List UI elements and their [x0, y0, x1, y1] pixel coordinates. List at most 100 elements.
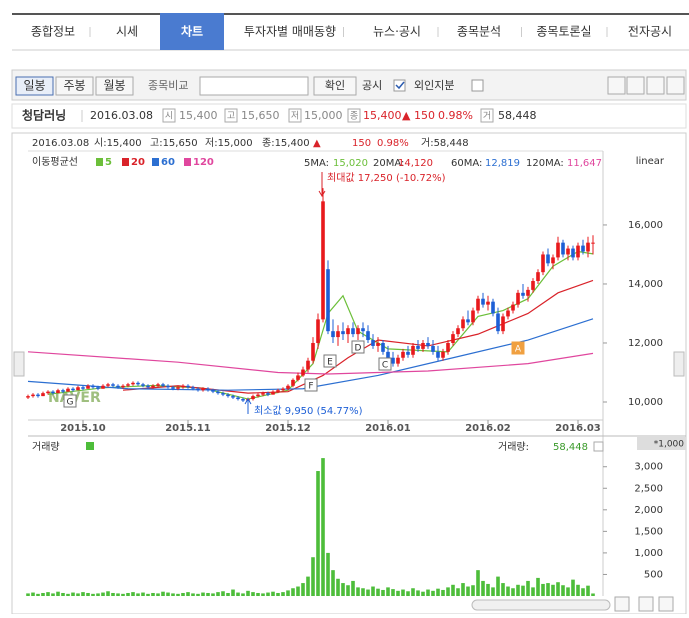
- event-marker-label: G: [67, 398, 74, 408]
- volume-bar: [136, 593, 140, 596]
- tab[interactable]: 투자자별 매매동향: [244, 25, 336, 39]
- ma-line: [27, 351, 594, 375]
- volume-bar: [341, 583, 345, 596]
- candle-body: [416, 345, 420, 349]
- candle-body: [46, 391, 50, 394]
- volume-bar: [36, 593, 40, 596]
- candle-body: [226, 394, 230, 397]
- volume-bar: [271, 591, 275, 596]
- event-marker[interactable]: [304, 378, 318, 392]
- candle-body: [281, 388, 285, 391]
- volume-bar: [311, 557, 315, 596]
- volume-bar: [186, 592, 190, 596]
- confirm-label: 확인: [325, 79, 345, 92]
- tab[interactable]: 뉴스·공시: [373, 25, 421, 39]
- candle-body: [516, 292, 520, 305]
- confirm-button[interactable]: [313, 76, 357, 96]
- volume-bar: [356, 587, 360, 596]
- candle-body: [396, 357, 400, 364]
- candle-body: [61, 390, 65, 392]
- candle-body: [26, 396, 30, 398]
- tab[interactable]: 시세: [116, 25, 138, 39]
- volume-bar: [81, 592, 85, 596]
- candle-body: [366, 331, 370, 341]
- volume-bar: [66, 593, 70, 596]
- event-marker[interactable]: [323, 354, 337, 368]
- candle-body: [311, 342, 315, 361]
- tab[interactable]: 종합정보: [31, 25, 75, 39]
- volume-label: 거래량:: [498, 441, 529, 453]
- candle-body: [411, 345, 415, 355]
- volume-bar: [401, 589, 405, 596]
- event-marker[interactable]: [511, 341, 525, 355]
- arrow: [318, 172, 326, 197]
- candle-body: [481, 298, 485, 305]
- volume-bar: [206, 592, 210, 596]
- volume-bar: [426, 589, 430, 596]
- volume-bar: [156, 593, 160, 596]
- zoom-buttons[interactable]: [614, 596, 674, 612]
- volume-bar: [386, 587, 390, 596]
- volume-bar: [241, 593, 245, 596]
- tab[interactable]: 전자공시: [628, 25, 672, 39]
- event-marker-label: D: [355, 344, 362, 354]
- info-text: 시:15,400: [94, 137, 142, 149]
- tool-icons[interactable]: [607, 76, 685, 95]
- volume-bar: [166, 592, 170, 596]
- candle-body: [376, 342, 380, 346]
- candle-body: [271, 391, 275, 395]
- candle-body: [496, 313, 500, 332]
- checkbox[interactable]: [393, 79, 406, 92]
- volume-bar: [296, 586, 300, 596]
- candle-body: [466, 319, 470, 323]
- icon: 종: [350, 111, 358, 122]
- y-tick-label: 16,000: [628, 220, 663, 231]
- checkbox[interactable]: [471, 79, 484, 92]
- stock-name: 청담러닝: [22, 108, 66, 123]
- volume-bar: [536, 577, 540, 596]
- collapse-left[interactable]: [13, 351, 25, 377]
- tab[interactable]: 차트: [181, 24, 203, 39]
- candle-body: [456, 328, 460, 335]
- candle-body: [76, 387, 80, 391]
- annotation-max: 최대값 17,250 (-10.72%): [327, 172, 446, 184]
- info-text: 거:58,448: [421, 137, 469, 149]
- period-button[interactable]: [95, 76, 134, 96]
- period-button[interactable]: [15, 76, 54, 96]
- info-text: 2016.03.08: [32, 138, 89, 149]
- y-tick-label: 2,500: [634, 483, 663, 494]
- volume-bar: [346, 585, 350, 596]
- scrollbar[interactable]: [471, 599, 611, 611]
- ma-value: 15,020: [333, 158, 368, 169]
- event-marker[interactable]: [351, 340, 365, 354]
- close-box[interactable]: [593, 441, 604, 452]
- event-marker[interactable]: [378, 357, 392, 371]
- volume-bar: [191, 593, 195, 596]
- legend-swatch: [86, 442, 94, 450]
- candle-body: [296, 375, 300, 380]
- candle-body: [576, 245, 580, 258]
- candle-body: [341, 331, 345, 335]
- volume-bar: [91, 593, 95, 596]
- candle-body: [586, 242, 590, 252]
- volume-bar: [451, 584, 455, 596]
- tab[interactable]: 종목분석: [457, 25, 501, 39]
- compare-input[interactable]: [199, 76, 309, 96]
- legend-swatch: [96, 158, 103, 166]
- volume-bar: [41, 592, 45, 596]
- event-marker[interactable]: [63, 394, 77, 408]
- candle-body: [231, 396, 235, 398]
- unit-label: *1,000: [654, 440, 685, 450]
- collapse-right[interactable]: [673, 351, 685, 377]
- active-tab[interactable]: [160, 13, 224, 50]
- period-button[interactable]: [55, 76, 94, 96]
- tab[interactable]: 종목토론실: [536, 25, 591, 39]
- volume-value: 58,448: [553, 442, 588, 453]
- volume-bar: [506, 586, 510, 596]
- x-tick-label: 2016.02: [465, 423, 511, 434]
- y-tick-label: 500: [644, 569, 663, 580]
- price-value: 15,000: [304, 109, 343, 122]
- price-value: ▲ 150: [402, 109, 435, 122]
- volume-bar: [126, 592, 130, 596]
- period-button-label: 일봉: [23, 79, 45, 93]
